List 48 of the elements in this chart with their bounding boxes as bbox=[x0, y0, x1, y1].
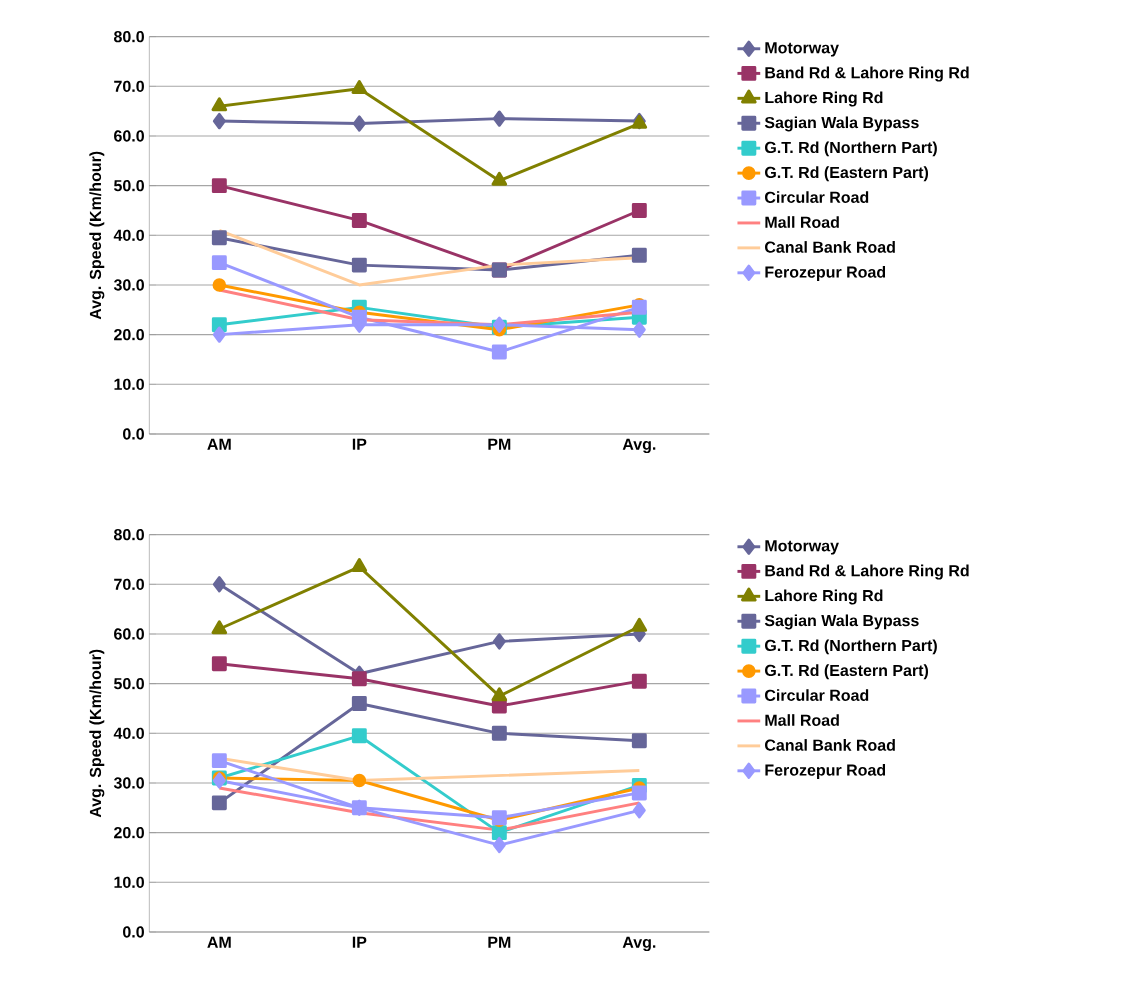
legend-label: Canal Bank Road bbox=[765, 241, 895, 253]
legend-label: Band Rd & Lahore Ring Rd bbox=[765, 564, 969, 580]
x-tick-label: PM bbox=[488, 936, 511, 948]
x-tick-label: Avg. bbox=[622, 438, 656, 454]
legend-label: G.T. Rd (Northern Part) bbox=[765, 639, 937, 655]
y-tick-label: 10.0 bbox=[114, 876, 144, 888]
legend-label: G.T. Rd (Eastern Part) bbox=[765, 166, 929, 182]
y-tick-label: 20.0 bbox=[114, 826, 144, 839]
y-axis-title: Avg. Speed (Km/hour) bbox=[89, 649, 105, 818]
x-tick-label: Avg. bbox=[622, 936, 656, 952]
legend-label: G.T. Rd (Northern Part) bbox=[765, 141, 937, 157]
y-tick-label: 80.0 bbox=[113, 528, 144, 541]
legend-label: Motorway bbox=[765, 42, 839, 57]
legend-label: Motorway bbox=[765, 540, 839, 555]
y-tick-label: 20.0 bbox=[114, 328, 144, 341]
legend-label: Lahore Ring Rd bbox=[765, 91, 883, 107]
y-tick-label: 50.0 bbox=[113, 179, 144, 192]
legend-label: G.T. Rd (Eastern Part) bbox=[765, 664, 929, 680]
y-tick-label: 0.0 bbox=[123, 428, 144, 440]
y-tick-label: 0.0 bbox=[123, 926, 144, 938]
legend-label: Ferozepur Road bbox=[765, 266, 886, 281]
x-tick-label: AM bbox=[207, 936, 231, 948]
legend-label: Canal Bank Road bbox=[765, 739, 895, 751]
legend-label: Mall Road bbox=[765, 216, 839, 228]
legend-label: Lahore Ring Rd bbox=[765, 589, 883, 605]
x-tick-label: AM bbox=[207, 438, 231, 450]
y-tick-label: 70.0 bbox=[114, 578, 144, 590]
legend-label: Sagian Wala Bypass bbox=[764, 116, 919, 132]
y-axis-title: Avg. Speed (Km/hour) bbox=[89, 151, 105, 320]
legend-label: Ferozepur Road bbox=[765, 764, 886, 779]
y-tick-label: 40.0 bbox=[113, 727, 144, 739]
y-tick-label: 30.0 bbox=[113, 777, 144, 789]
legend-label: Circular Road bbox=[765, 689, 869, 701]
x-tick-label: PM bbox=[488, 438, 511, 450]
legend-label: Sagian Wala Bypass bbox=[764, 614, 919, 630]
legend-label: Mall Road bbox=[765, 714, 839, 726]
x-tick-label: IP bbox=[352, 438, 367, 450]
x-tick-label: IP bbox=[352, 936, 367, 948]
y-tick-label: 40.0 bbox=[113, 229, 144, 241]
y-tick-label: 60.0 bbox=[114, 628, 144, 640]
legend-label: Band Rd & Lahore Ring Rd bbox=[765, 66, 969, 82]
y-tick-label: 10.0 bbox=[114, 378, 144, 390]
y-tick-label: 70.0 bbox=[114, 80, 144, 92]
y-tick-label: 80.0 bbox=[113, 31, 144, 43]
y-tick-label: 50.0 bbox=[113, 677, 144, 690]
y-tick-label: 30.0 bbox=[113, 279, 144, 291]
y-tick-label: 60.0 bbox=[114, 130, 144, 142]
legend-label: Circular Road bbox=[765, 191, 869, 203]
